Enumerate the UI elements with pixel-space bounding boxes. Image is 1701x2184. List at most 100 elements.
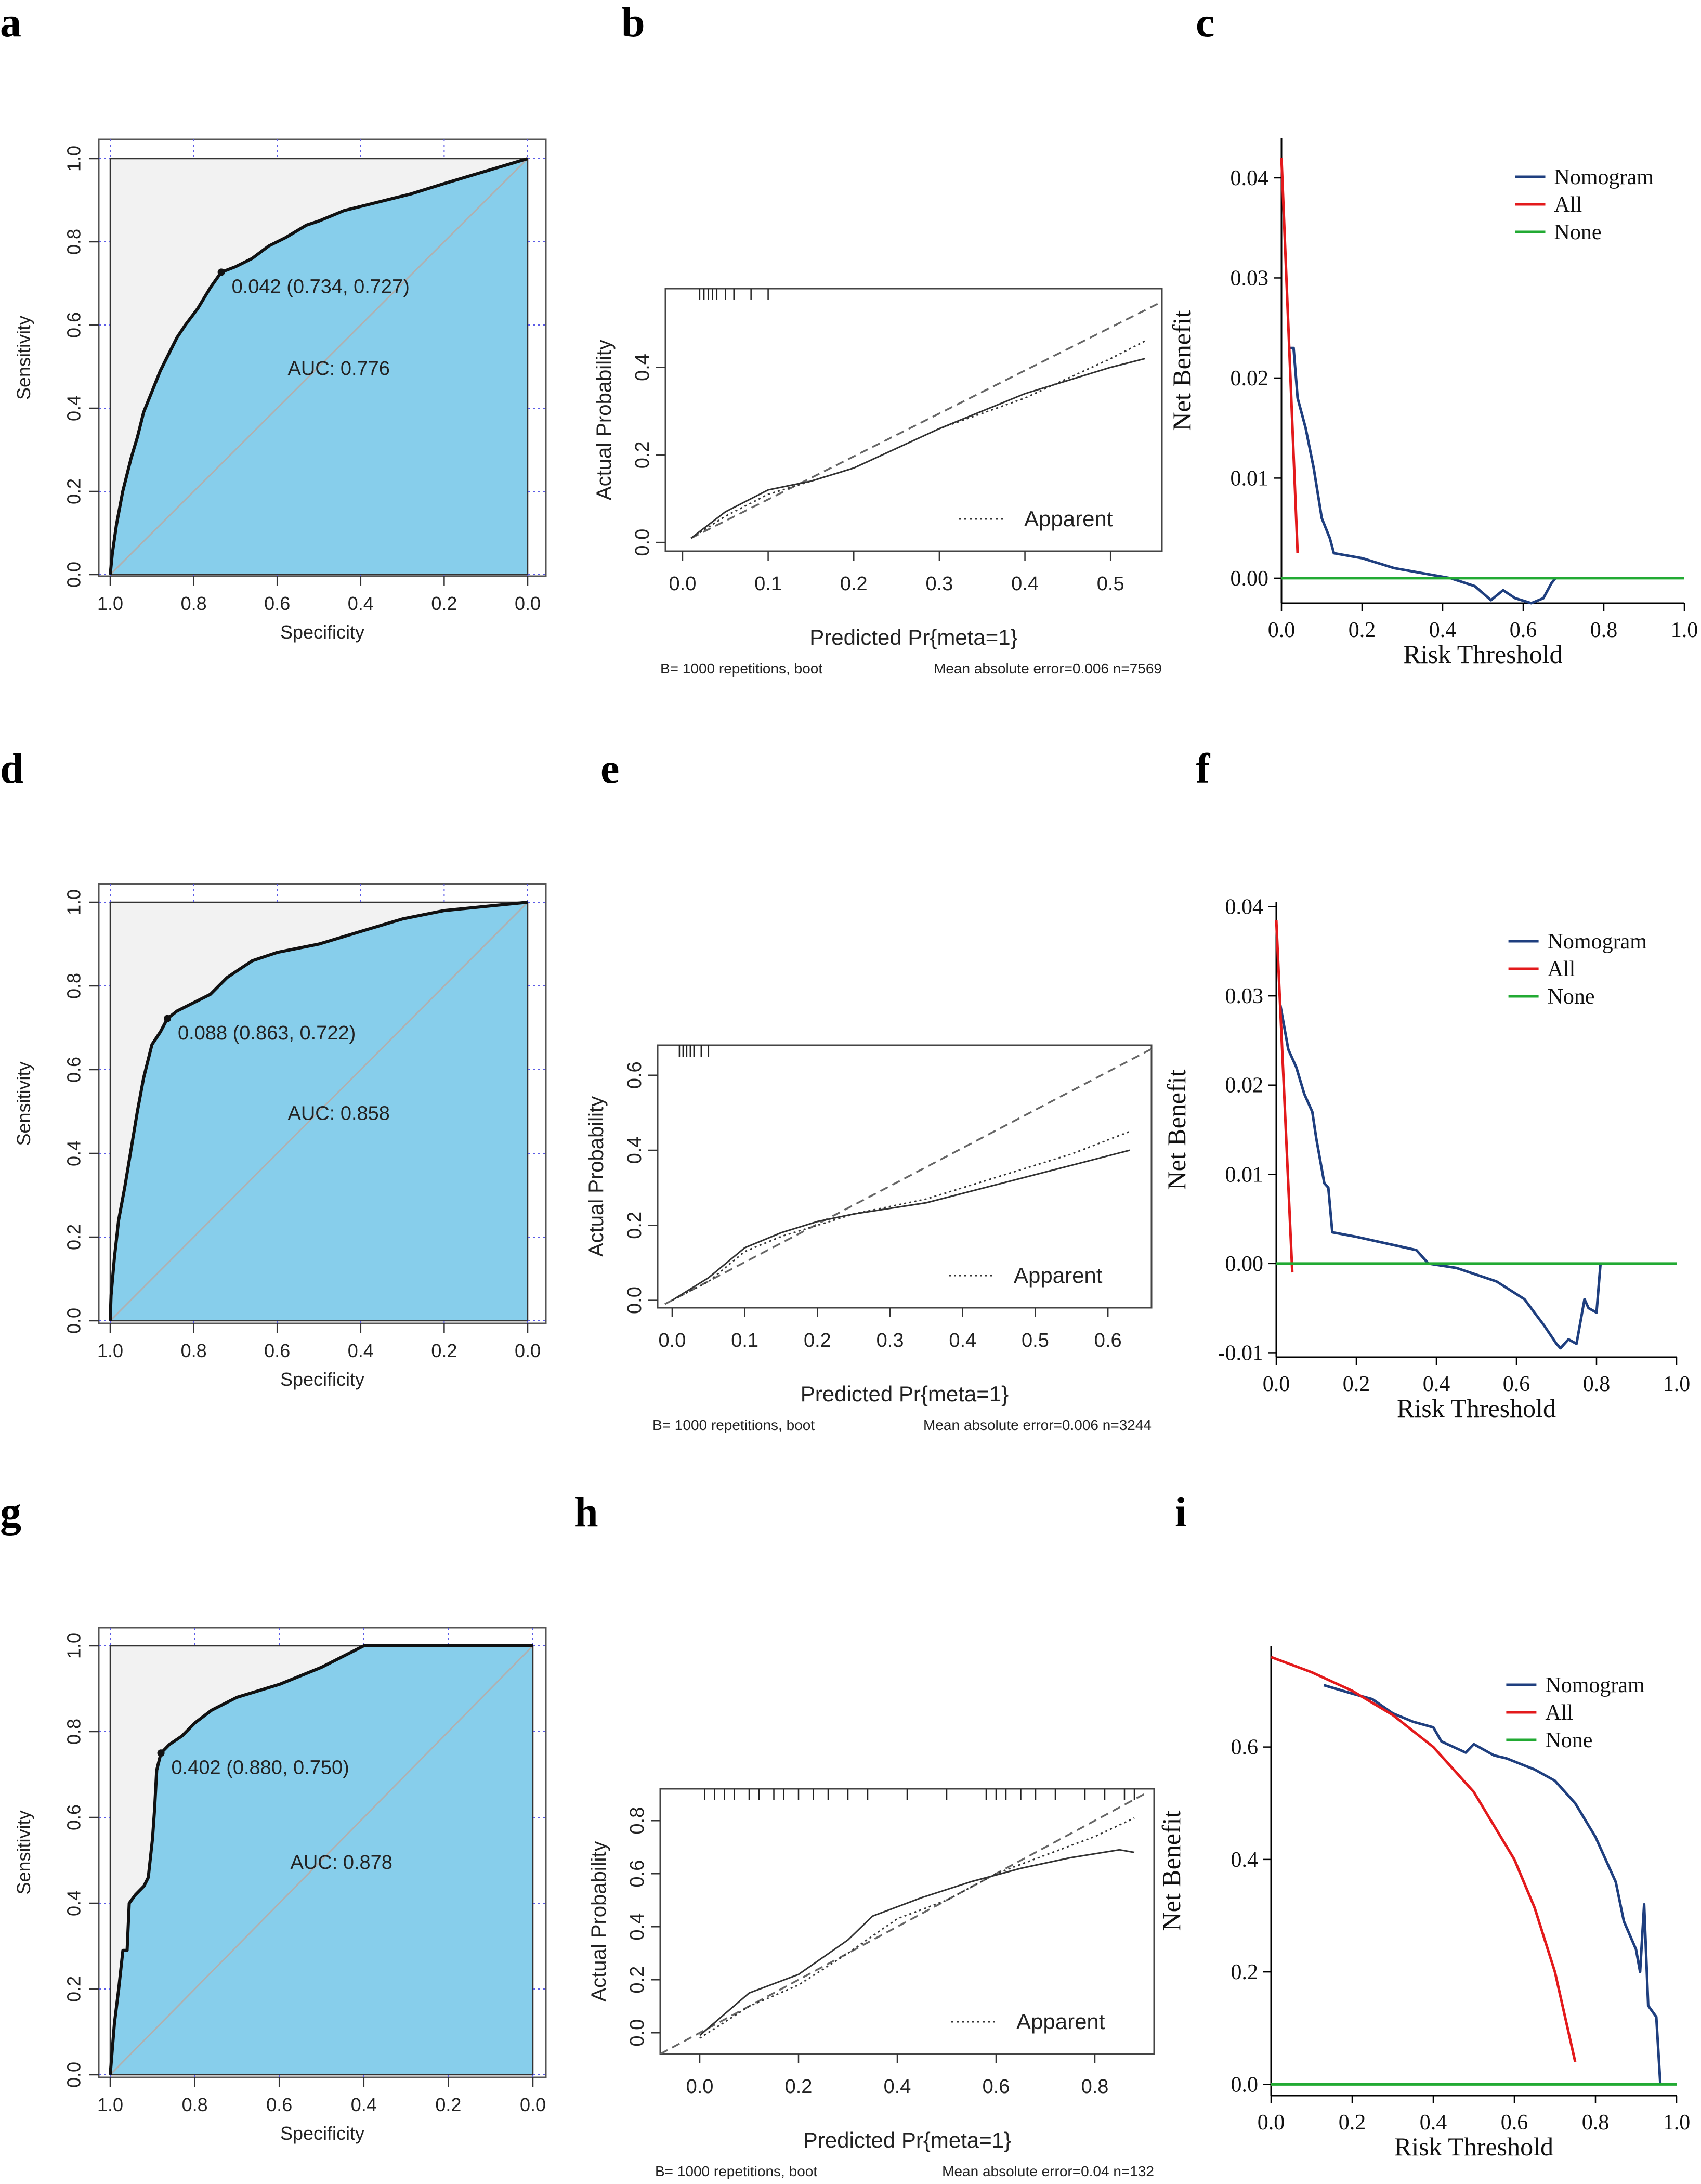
roc-curve-line — [109, 901, 528, 1321]
roc-auc-label: AUC: 0.878 — [291, 1852, 392, 1874]
panel-letter-c: c — [1196, 0, 1214, 46]
dca-y-axis-title: Net Benefit — [1157, 1810, 1186, 1931]
dca-legend-label: All — [1545, 1701, 1573, 1725]
dca-y-tick-label: -0.01 — [1218, 1341, 1264, 1365]
dca-x-tick-label: 0.4 — [1429, 618, 1457, 642]
dca-legend-label: None — [1545, 1728, 1592, 1752]
calibration-y-tick-label: 0.6 — [626, 1860, 648, 1888]
dca-y-tick-label: 0.03 — [1231, 266, 1269, 290]
dca-x-tick-label: 0.2 — [1349, 618, 1376, 642]
roc-diagonal-line — [109, 901, 529, 1322]
calibration-legend-label: Apparent — [1024, 506, 1113, 531]
dca-x-tick-label: 0.4 — [1423, 1372, 1450, 1396]
calibration-x-tick-label: 0.1 — [731, 1330, 758, 1351]
dca-x-tick-label: 1.0 — [1671, 618, 1698, 642]
dca-x-tick-label: 1.0 — [1663, 2111, 1691, 2135]
roc-x-tick-label: 0.2 — [435, 2094, 461, 2115]
calibration-x-axis-title: Predicted Pr{meta=1} — [801, 1382, 1009, 1406]
roc-y-tick-label: 0.2 — [63, 478, 85, 504]
calibration-footer-left: B= 1000 repetitions, boot — [652, 1417, 815, 1433]
panel-letter-b: b — [621, 0, 645, 46]
roc-diagonal-line — [109, 158, 529, 576]
roc-x-tick-label: 0.0 — [520, 2094, 546, 2115]
calibration-y-tick-label: 0.0 — [632, 529, 653, 556]
calibration-x-tick-label: 0.2 — [840, 573, 868, 595]
dca-x-tick-label: 0.2 — [1343, 1372, 1370, 1396]
roc-y-tick-label: 0.2 — [63, 1976, 85, 2002]
roc-x-tick-label: 0.8 — [181, 593, 207, 614]
calibration-x-tick-label: 0.4 — [1011, 573, 1039, 595]
roc-threshold-label: 0.088 (0.863, 0.722) — [178, 1022, 356, 1044]
dca-x-tick-label: 0.6 — [1501, 2111, 1528, 2135]
calibration-x-tick-label: 0.2 — [785, 2076, 813, 2098]
dca-x-tick-label: 0.0 — [1268, 618, 1296, 642]
calibration-x-tick-label: 0.5 — [1022, 1330, 1049, 1351]
calibration-x-tick-label: 0.8 — [1081, 2076, 1109, 2098]
roc-y-tick-label: 0.4 — [63, 1890, 85, 1916]
roc-y-tick-label: 0.0 — [63, 2062, 85, 2088]
roc-chart-d: 0.088 (0.863, 0.722) AUC: 0.858 1.0 0.8 0.6 0… — [13, 883, 547, 1390]
calibration-y-tick-label: 0.4 — [624, 1137, 646, 1164]
dca-x-axis-title: Risk Threshold — [1394, 2132, 1553, 2161]
roc-auc-label: AUC: 0.858 — [288, 1103, 390, 1125]
calibration-ideal-line — [690, 301, 1162, 539]
roc-y-tick-label: 0.0 — [63, 562, 85, 588]
dca-y-tick-label: 0.04 — [1231, 166, 1269, 190]
roc-y-tick-label: 0.2 — [63, 1224, 85, 1250]
dca-x-tick-label: 0.8 — [1583, 1372, 1611, 1396]
roc-y-tick-label: 1.0 — [63, 889, 85, 915]
roc-x-tick-label: 1.0 — [97, 2094, 123, 2115]
calibration-frame — [664, 288, 1163, 552]
dca-legend-label: None — [1554, 220, 1602, 244]
roc-x-axis-title: Specificity — [280, 2123, 364, 2144]
roc-x-tick-label: 0.6 — [264, 593, 290, 614]
roc-x-tick-label: 0.4 — [351, 2094, 377, 2115]
calibration-plot-area — [660, 1789, 1145, 2054]
dca-legend-label: All — [1548, 957, 1576, 981]
panel-letter-g: g — [0, 1488, 21, 1536]
calibration-bias-corrected-line — [672, 1149, 1130, 1301]
calibration-x-tick-label: 0.4 — [884, 2076, 911, 2098]
roc-x-axis-title: Specificity — [280, 621, 364, 643]
dca-y-axis-title: Net Benefit — [1162, 1069, 1191, 1190]
dca-legend-label: Nomogram — [1548, 930, 1647, 954]
dca-x-tick-label: 0.8 — [1582, 2111, 1610, 2135]
roc-threshold-label: 0.402 (0.880, 0.750) — [172, 1757, 349, 1778]
roc-y-tick-label: 0.8 — [63, 229, 85, 255]
calibration-y-tick-label: 0.6 — [624, 1061, 646, 1089]
calibration-x-tick-label: 0.0 — [659, 1330, 686, 1351]
panel-letter-e: e — [600, 745, 619, 792]
calibration-plot-area — [664, 1045, 1152, 1305]
dca-x-tick-label: 0.2 — [1339, 2111, 1366, 2135]
calibration-ideal-line — [664, 1048, 1152, 1305]
dca-legend-label: All — [1554, 193, 1582, 217]
panel-letter-f: f — [1196, 745, 1211, 792]
panel-letter-d: d — [0, 745, 24, 792]
calibration-y-tick-label: 0.2 — [624, 1212, 646, 1239]
roc-curve-line — [109, 157, 528, 575]
calibration-x-tick-label: 0.2 — [804, 1330, 831, 1351]
calibration-footer-right: Mean absolute error=0.006 n=7569 — [934, 660, 1162, 677]
dca-y-tick-label: 0.00 — [1225, 1252, 1264, 1276]
dca-x-tick-label: 1.0 — [1663, 1372, 1691, 1396]
roc-y-axis-title: Sensitivity — [13, 1810, 34, 1894]
calibration-x-tick-label: 0.3 — [876, 1330, 904, 1351]
dca-legend-label: Nomogram — [1545, 1673, 1645, 1697]
dca-y-tick-label: 0.4 — [1231, 1848, 1259, 1872]
panel-letter-a: a — [0, 0, 21, 46]
roc-x-tick-label: 0.4 — [348, 593, 374, 614]
calibration-bias-corrected-line — [690, 358, 1145, 539]
calibration-x-tick-label: 0.3 — [925, 573, 953, 595]
calibration-y-tick-label: 0.8 — [626, 1807, 648, 1835]
roc-y-tick-label: 0.0 — [63, 1308, 85, 1334]
roc-x-axis-title: Specificity — [280, 1369, 364, 1390]
roc-plot-border — [109, 901, 529, 1322]
dca-nomogram-line — [1323, 1684, 1662, 2085]
calibration-y-tick-label: 0.4 — [632, 354, 653, 381]
dca-x-tick-label: 0.8 — [1590, 618, 1618, 642]
dca-y-tick-label: 0.04 — [1225, 895, 1264, 919]
roc-y-axis-title: Sensitivity — [13, 1061, 34, 1146]
roc-y-tick-label: 0.6 — [63, 1804, 85, 1830]
